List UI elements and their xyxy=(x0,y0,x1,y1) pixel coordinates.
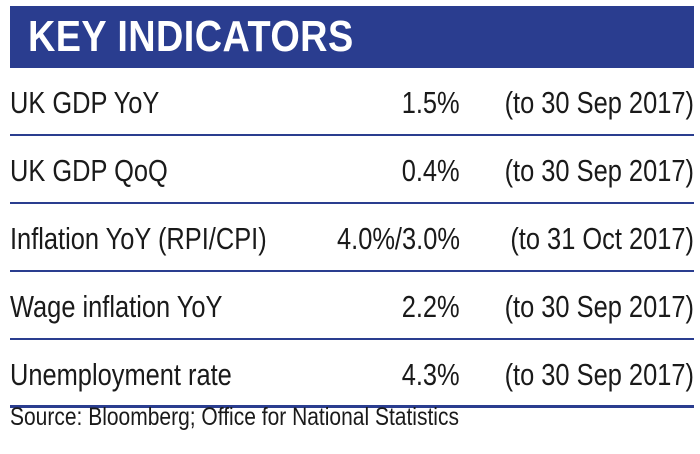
indicator-label: Inflation YoY (RPI/CPI) xyxy=(10,221,267,256)
panel-header: KEY INDICATORS xyxy=(10,6,694,68)
table-row: Wage inflation YoY 2.2% (to 30 Sep 2017) xyxy=(10,272,694,340)
table-row: UK GDP YoY 1.5% (to 30 Sep 2017) xyxy=(10,68,694,136)
indicator-label: Unemployment rate xyxy=(10,357,232,392)
indicator-period: (to 30 Sep 2017) xyxy=(504,85,694,120)
indicator-period: (to 30 Sep 2017) xyxy=(504,289,694,324)
indicator-value: 0.4% xyxy=(402,153,460,188)
table-row: Inflation YoY (RPI/CPI) 4.0%/3.0% (to 31… xyxy=(10,204,694,272)
indicator-table: UK GDP YoY 1.5% (to 30 Sep 2017) UK GDP … xyxy=(10,68,694,408)
indicator-label: UK GDP QoQ xyxy=(10,153,168,188)
table-row: UK GDP QoQ 0.4% (to 30 Sep 2017) xyxy=(10,136,694,204)
indicator-label: UK GDP YoY xyxy=(10,85,160,120)
panel-title: KEY INDICATORS xyxy=(28,12,354,61)
indicator-value: 4.3% xyxy=(402,357,460,392)
indicator-period: (to 31 Oct 2017) xyxy=(510,221,694,256)
indicator-period: (to 30 Sep 2017) xyxy=(504,153,694,188)
indicator-period: (to 30 Sep 2017) xyxy=(504,357,694,392)
indicator-value: 1.5% xyxy=(402,85,460,120)
source-note: Source: Bloomberg; Office for National S… xyxy=(10,403,459,431)
indicator-label: Wage inflation YoY xyxy=(10,289,223,324)
indicator-value: 4.0%/3.0% xyxy=(337,221,460,256)
table-row: Unemployment rate 4.3% (to 30 Sep 2017) xyxy=(10,340,694,408)
indicator-value: 2.2% xyxy=(402,289,460,324)
